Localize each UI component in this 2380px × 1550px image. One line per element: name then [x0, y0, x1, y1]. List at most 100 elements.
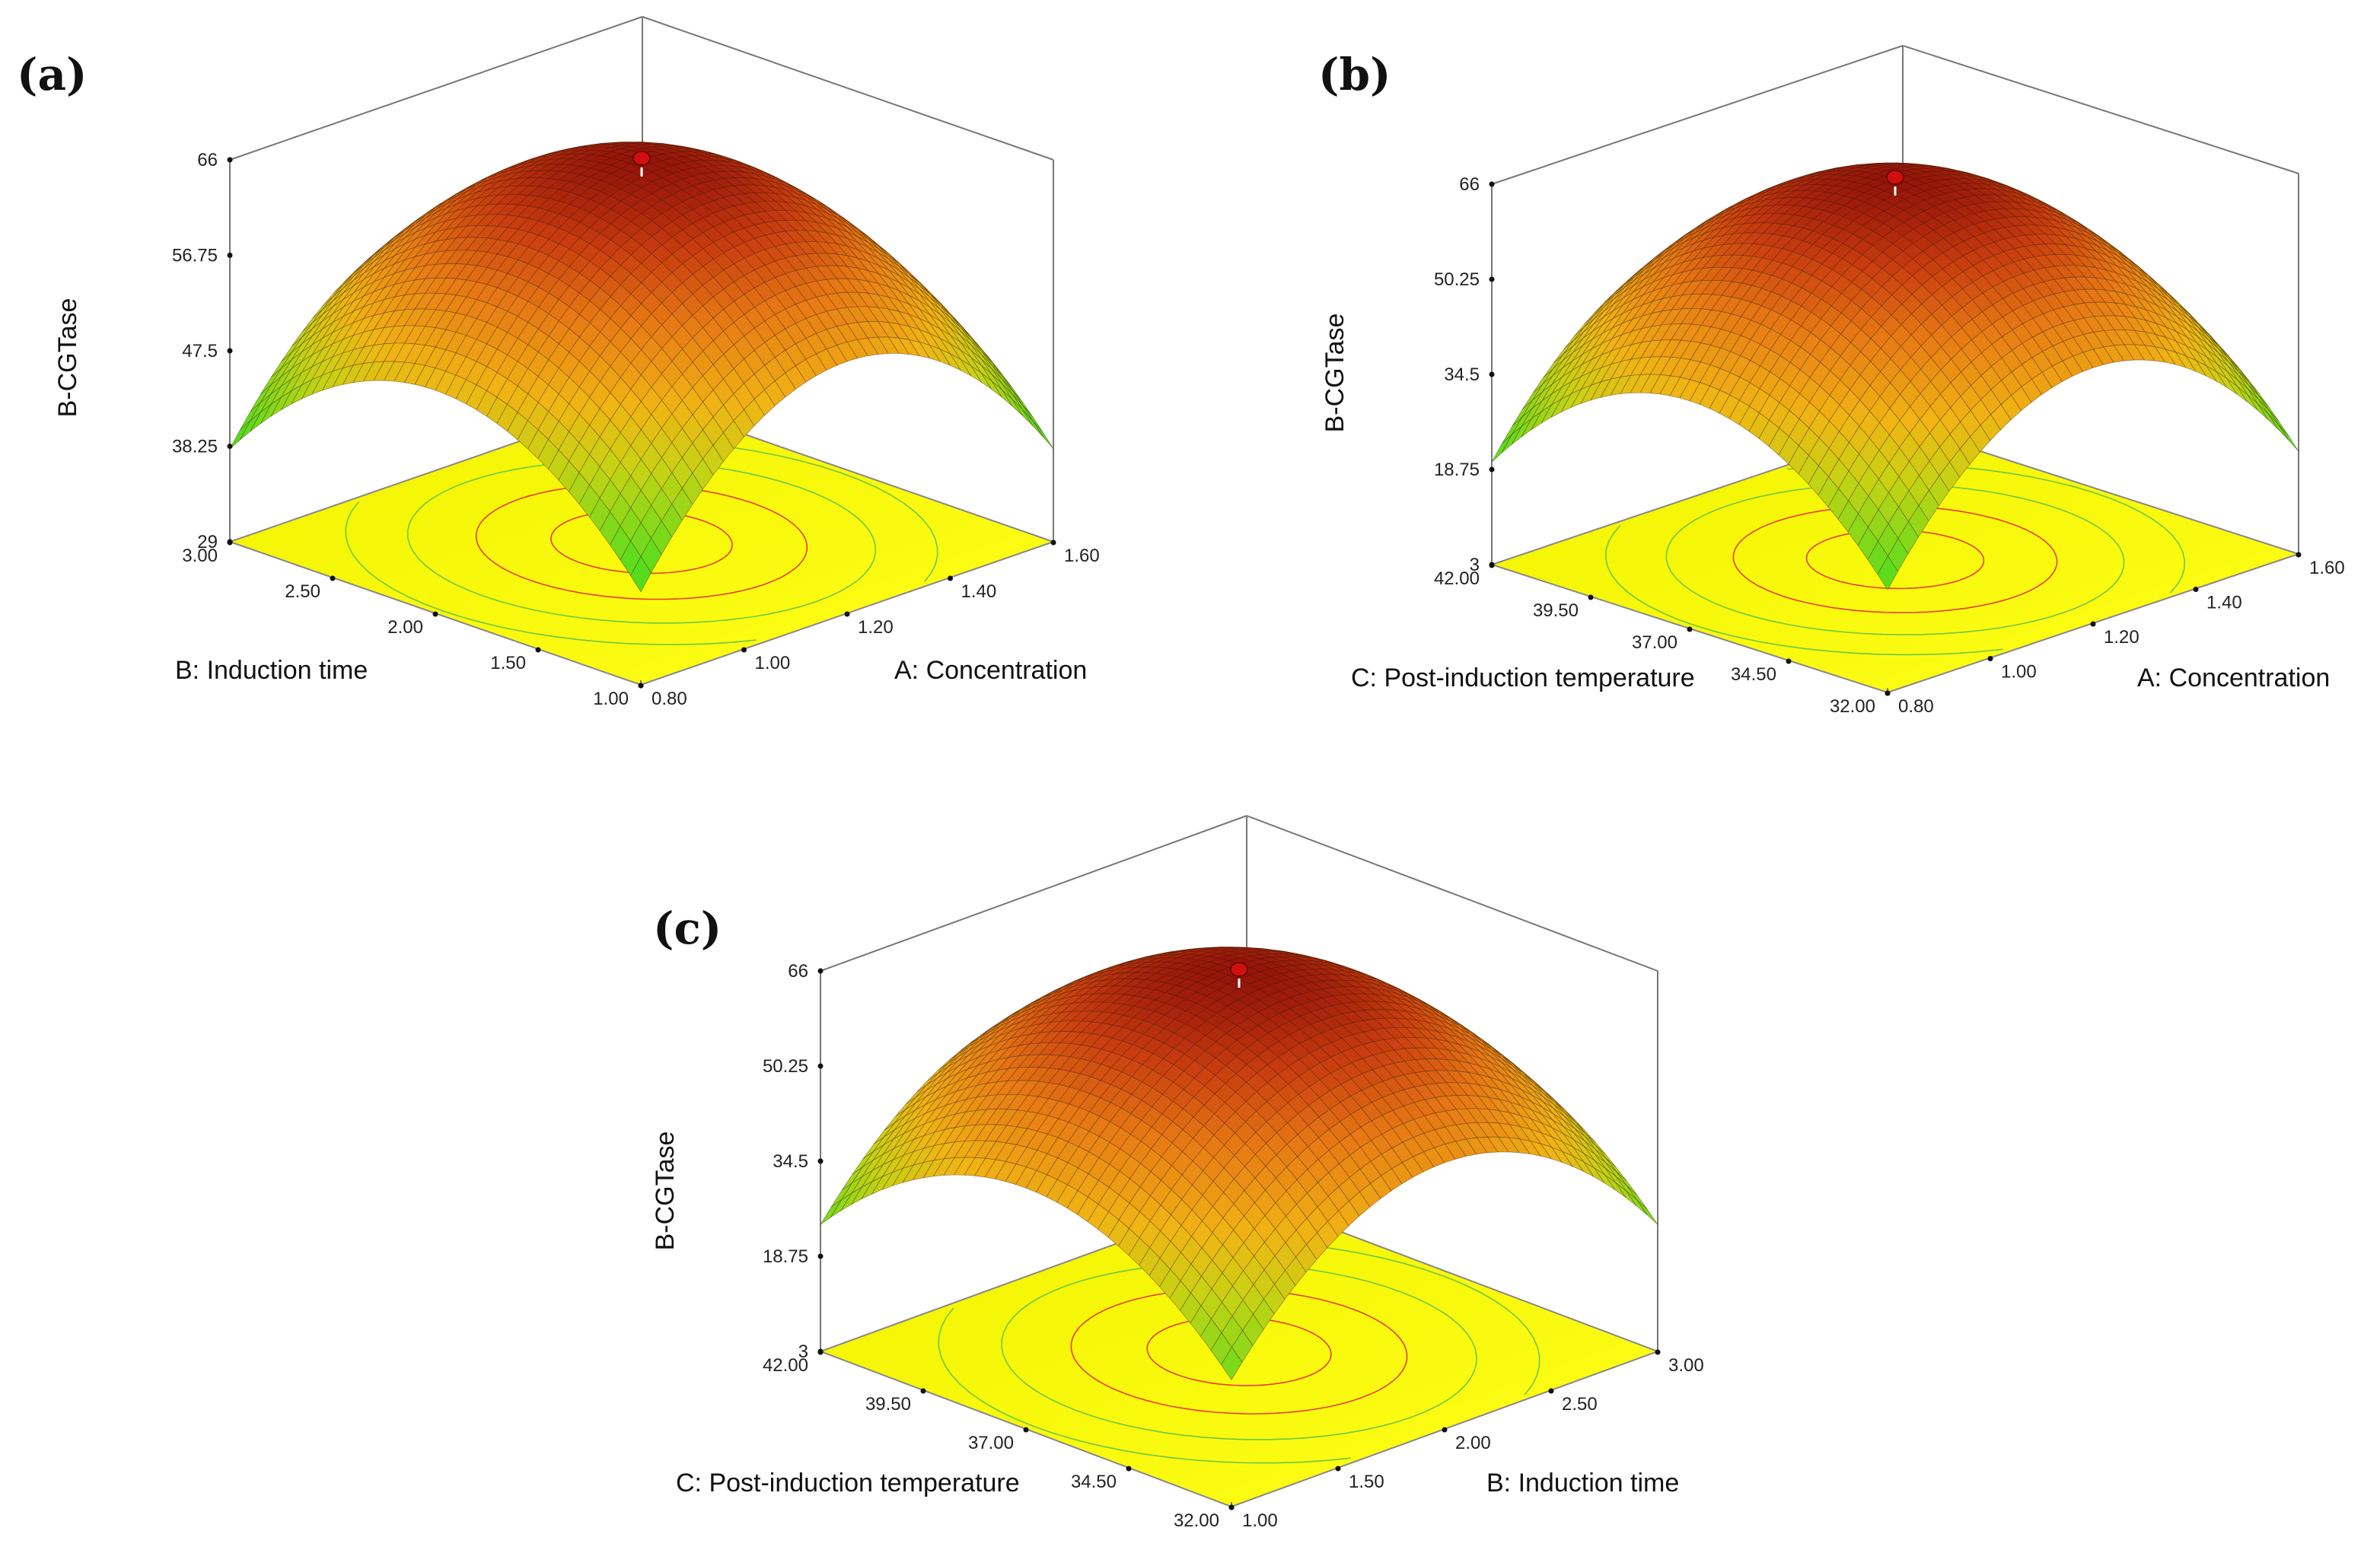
surface-cell [1636, 1199, 1658, 1225]
y-axis-title: C: Post-induction temperature [1351, 664, 1695, 692]
y-tick-mark [330, 575, 336, 581]
y-tick-mark [432, 611, 438, 617]
x-tick-label: 2.50 [1562, 1394, 1598, 1415]
z-tick-mark [817, 1158, 824, 1164]
frame-edge [1902, 45, 2299, 174]
z-tick-label: 18.75 [1434, 460, 1480, 480]
x-tick-label: 3.00 [1668, 1355, 1704, 1376]
x-tick-mark [1442, 1427, 1448, 1433]
surface-plot-a: (a)2938.2547.556.75661.001.502.002.503.0… [17, 16, 1100, 709]
y-tick-label: 42.00 [1434, 568, 1480, 589]
frame-edge [229, 16, 643, 161]
z-axis-title: B-CGTase [53, 298, 82, 418]
surface-plot-b: (b)318.7534.550.256632.0034.5037.0039.50… [1318, 45, 2345, 717]
x-tick-label: 1.00 [755, 653, 791, 673]
y-tick-mark [535, 647, 541, 653]
y-tick-label: 32.00 [1830, 696, 1875, 717]
z-tick-label: 47.5 [182, 341, 218, 361]
optimum-point [1886, 170, 1904, 185]
response-surface [229, 142, 1054, 593]
panel-label: (a) [17, 49, 87, 100]
z-tick-label: 66 [788, 961, 808, 982]
x-tick-mark [1655, 1349, 1661, 1355]
x-tick-mark [2193, 587, 2199, 592]
y-tick-label: 34.50 [1731, 664, 1776, 685]
y-tick-label: 39.50 [865, 1394, 911, 1415]
x-tick-mark [1987, 656, 1993, 661]
z-axis-title: B-CGTase [1321, 314, 1349, 433]
frame-edge [1491, 45, 1904, 185]
z-tick-label: 18.75 [763, 1246, 808, 1267]
y-axis-title: B: Induction time [175, 656, 368, 685]
z-tick-mark [1489, 276, 1495, 282]
x-tick-mark [1335, 1466, 1341, 1472]
y-tick-mark [1126, 1466, 1132, 1472]
x-tick-mark [1228, 1504, 1235, 1510]
x-tick-mark [638, 683, 644, 689]
y-tick-label: 1.00 [593, 689, 629, 709]
surface-cell [2278, 424, 2299, 452]
z-tick-label: 34.5 [773, 1151, 808, 1172]
z-tick-mark [227, 348, 233, 354]
z-tick-label: 29 [197, 532, 218, 552]
y-tick-label: 2.50 [285, 581, 320, 602]
x-tick-mark [2296, 552, 2302, 558]
surface-cell [1491, 434, 1512, 463]
x-tick-label: 2.00 [1455, 1433, 1491, 1453]
z-tick-label: 38.25 [172, 437, 218, 457]
optimum-point [1230, 962, 1248, 977]
x-tick-label: 0.80 [652, 689, 687, 709]
x-tick-mark [1885, 690, 1891, 696]
x-tick-mark [844, 611, 850, 617]
z-tick-label: 34.5 [1444, 364, 1480, 385]
z-tick-mark [227, 157, 233, 163]
surface-cell [1032, 420, 1054, 450]
x-tick-label: 0.80 [1898, 696, 1934, 717]
y-tick-mark [1588, 594, 1594, 600]
z-tick-label: 56.75 [172, 246, 218, 266]
y-tick-label: 1.50 [490, 653, 526, 673]
surface-cell [630, 555, 652, 593]
y-tick-label: 42.00 [763, 1355, 808, 1376]
y-tick-mark [1687, 626, 1693, 632]
z-tick-label: 50.25 [763, 1056, 808, 1077]
x-tick-label: 1.60 [2309, 558, 2345, 578]
z-tick-mark [817, 968, 824, 974]
z-tick-mark [1489, 181, 1495, 187]
surface-cell [1022, 409, 1043, 438]
x-tick-label: 1.20 [858, 617, 894, 638]
y-tick-mark [920, 1388, 926, 1394]
x-tick-label: 1.40 [2206, 593, 2242, 613]
panel-label: (b) [1318, 49, 1391, 100]
x-tick-label: 1.50 [1349, 1472, 1384, 1492]
panel-label: (c) [653, 902, 722, 954]
z-tick-label: 50.25 [1434, 269, 1480, 290]
optimum-point [632, 151, 651, 166]
z-tick-label: 66 [197, 150, 218, 170]
y-tick-label: 37.00 [1632, 632, 1677, 653]
x-tick-label: 1.00 [1242, 1510, 1278, 1531]
x-axis-title: A: Concentration [894, 656, 1087, 685]
x-tick-mark [948, 575, 953, 581]
x-tick-label: 1.60 [1064, 546, 1100, 566]
x-tick-mark [1548, 1388, 1554, 1394]
y-tick-mark [1023, 1427, 1029, 1433]
x-tick-mark [2090, 621, 2096, 627]
frame-edge [1246, 815, 1658, 972]
y-tick-label: 37.00 [968, 1433, 1014, 1453]
z-tick-label: 66 [1459, 174, 1480, 195]
z-tick-mark [227, 253, 233, 258]
x-tick-mark [1050, 539, 1056, 546]
z-axis-title: B-CGTase [651, 1131, 680, 1251]
y-tick-mark [817, 1349, 824, 1355]
y-tick-label: 34.50 [1071, 1472, 1117, 1492]
z-tick-mark [1489, 371, 1495, 377]
surface-plot-c: (c)318.7534.550.256632.0034.5037.0039.50… [651, 815, 1704, 1531]
y-tick-mark [1786, 658, 1792, 664]
y-tick-label: 2.00 [387, 617, 423, 638]
x-axis-title: B: Induction time [1486, 1469, 1679, 1497]
z-tick-mark [817, 1063, 824, 1069]
surface-cell [229, 420, 251, 450]
frame-edge [642, 16, 1054, 161]
